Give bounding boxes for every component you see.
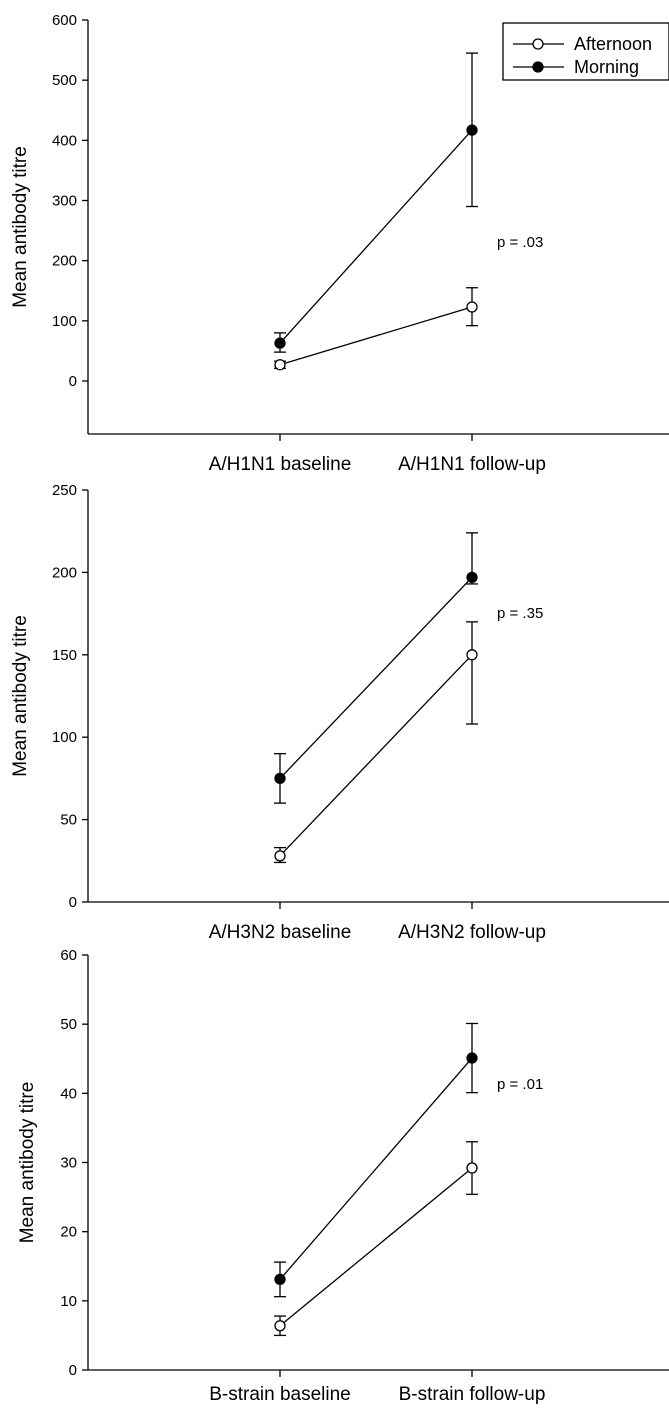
y-tick-label: 200 [52, 564, 77, 581]
y-tick-label: 40 [60, 1085, 77, 1102]
series-line-afternoon [279, 306, 473, 366]
legend-label: Afternoon [574, 34, 652, 54]
data-point-open [274, 1320, 286, 1332]
x-category-label: A/H1N1 follow-up [398, 454, 546, 475]
series-line-morning [279, 129, 473, 344]
data-point-open [466, 301, 478, 313]
x-category-label: B-strain baseline [209, 1384, 351, 1405]
legend-marker-open [532, 38, 544, 50]
y-tick-label: 50 [60, 1016, 77, 1033]
y-tick-label: 50 [60, 812, 77, 829]
x-category-label: A/H3N2 baseline [209, 922, 352, 943]
y-axis-title: Mean antibody titre [10, 615, 31, 777]
data-point-filled [466, 124, 478, 136]
data-point-open [466, 649, 478, 661]
y-tick-label: 600 [52, 12, 77, 29]
legend-box [502, 22, 669, 81]
x-category-label: B-strain follow-up [399, 1384, 546, 1405]
p-value-annotation: p = .01 [497, 1076, 543, 1093]
y-tick-label: 250 [52, 482, 77, 499]
p-value-annotation: p = .35 [497, 605, 543, 622]
y-tick-label: 10 [60, 1293, 77, 1310]
data-point-open [466, 1162, 478, 1174]
y-tick-label: 400 [52, 132, 77, 149]
series-line-morning [279, 576, 473, 779]
y-tick-label: 20 [60, 1224, 77, 1241]
data-point-open [274, 359, 286, 371]
data-point-filled [466, 1052, 478, 1064]
data-point-filled [274, 772, 286, 785]
chart-panel-3: 0 10 20 30 40 50 60 B-strain baseline B-strain f… [17, 947, 669, 1405]
legend-marker-filled [532, 61, 544, 73]
chart-panel-1: 0 100 200 300 400 500 600 A/H1N1 baseline A/H1N1… [10, 12, 669, 475]
y-axis-title: Mean antibody titre [10, 146, 31, 308]
y-tick-label: 0 [69, 894, 77, 911]
y-tick-label: 150 [52, 647, 77, 664]
x-category-label: A/H3N2 follow-up [398, 922, 546, 943]
legend: Afternoon Morning [502, 22, 669, 81]
y-tick-label: 0 [69, 1362, 77, 1379]
legend-label: Morning [574, 57, 639, 77]
y-tick-label: 300 [52, 193, 77, 210]
y-tick-label: 30 [60, 1155, 77, 1172]
data-point-filled [466, 571, 478, 583]
y-tick-label: 0 [69, 373, 77, 390]
series-line-afternoon [279, 654, 473, 857]
y-tick-label: 100 [52, 313, 77, 330]
y-tick-label: 100 [52, 729, 77, 746]
y-axis-title: Mean antibody titre [17, 1082, 38, 1244]
series-line-afternoon [279, 1167, 473, 1327]
data-point-filled [274, 1273, 286, 1286]
y-tick-label: 200 [52, 253, 77, 270]
x-category-label: A/H1N1 baseline [209, 454, 352, 475]
y-tick-label: 60 [60, 947, 77, 964]
p-value-annotation: p = .03 [497, 234, 543, 251]
y-tick-label: 500 [52, 72, 77, 89]
chart-panel-2: 0 50 100 150 200 250 A/H3N2 baseline A/H3N2 fol… [10, 482, 669, 943]
series-line-morning [279, 1057, 473, 1280]
data-point-open [274, 850, 286, 862]
data-point-filled [274, 337, 286, 349]
